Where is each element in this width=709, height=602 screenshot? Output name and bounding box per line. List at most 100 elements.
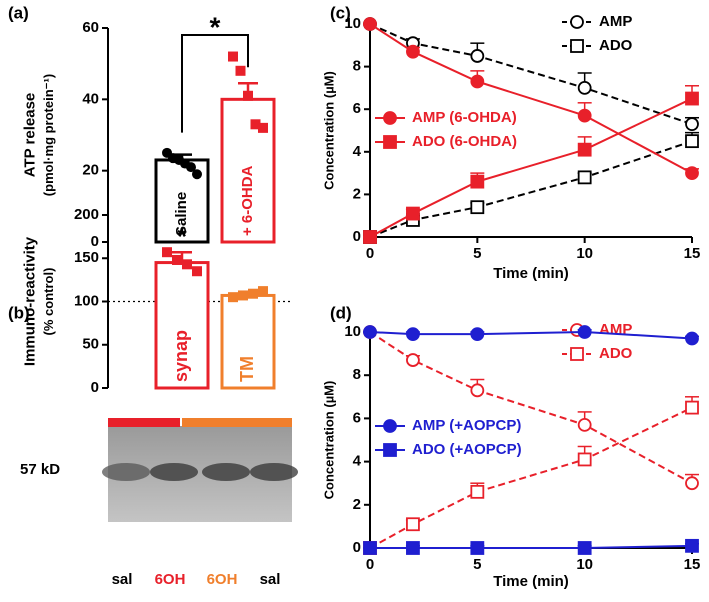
y-tick-label: 0	[91, 379, 99, 396]
y-axis-label: Immuno-reactivity	[21, 236, 38, 366]
data-point	[406, 327, 420, 342]
data-point	[250, 119, 261, 130]
data-point	[363, 230, 377, 244]
data-point	[577, 541, 592, 555]
significance-star: *	[210, 11, 221, 42]
data-point	[406, 353, 420, 367]
data-point	[685, 331, 699, 346]
y-tick-label: 40	[82, 90, 99, 107]
legend-label: ADO	[599, 345, 633, 362]
y-tick-label: 8	[353, 58, 361, 75]
data-point	[470, 383, 485, 398]
y-axis-label: Concentration (µM)	[321, 381, 336, 500]
legend-label: ADO (+AOPCP)	[412, 441, 522, 458]
y-axis-label: ATP release	[21, 93, 38, 178]
data-point	[685, 476, 699, 491]
panel-label: (a)	[8, 3, 29, 22]
y-axis-label: Concentration (µM)	[321, 71, 336, 190]
bar	[220, 293, 276, 390]
data-point	[577, 170, 592, 185]
panel-label: (d)	[330, 303, 352, 322]
legend-marker	[383, 111, 397, 125]
x-tick-label: 10	[576, 556, 593, 573]
lane-label: sal	[112, 571, 133, 588]
y-axis-label: (% control)	[41, 268, 56, 336]
x-tick-label: 5	[473, 245, 481, 262]
x-axis-label: Time (min)	[493, 573, 569, 590]
data-point	[470, 200, 485, 215]
y-tick-label: 2	[353, 496, 361, 513]
y-tick-label: 4	[353, 143, 362, 160]
data-point	[685, 91, 699, 106]
data-point	[685, 134, 699, 149]
data-point	[238, 290, 248, 301]
data-point	[162, 247, 172, 258]
data-point	[577, 452, 592, 467]
legend-marker	[383, 443, 397, 457]
data-point	[577, 81, 592, 95]
data-point	[470, 49, 485, 63]
bar	[154, 261, 210, 390]
data-point	[470, 74, 485, 89]
data-point	[577, 142, 592, 157]
y-tick-label: 20	[82, 162, 99, 179]
bar-label: + 6-OHDA	[239, 165, 256, 236]
y-tick-label: 2	[353, 185, 361, 202]
blot-band	[202, 463, 250, 481]
y-tick-label: 0	[353, 539, 361, 556]
legend-marker	[383, 419, 397, 433]
data-point	[406, 206, 420, 221]
legend-label: AMP	[599, 13, 632, 30]
lane-bar	[108, 418, 180, 427]
data-point	[685, 166, 699, 181]
legend-label: AMP (+AOPCP)	[412, 417, 521, 434]
lane-bar	[182, 418, 292, 427]
y-tick-label: 6	[353, 409, 361, 426]
data-point	[258, 286, 268, 297]
data-point	[228, 51, 238, 62]
y-tick-label: 6	[353, 100, 361, 117]
data-point	[577, 325, 592, 339]
legend-marker	[570, 39, 584, 53]
y-axis-label: (pmol·mg protein⁻¹)	[41, 74, 56, 196]
x-axis-label: Time (min)	[493, 265, 569, 282]
y-tick-label: 150	[74, 249, 99, 266]
data-point	[192, 266, 202, 277]
legend-label: ADO (6-OHDA)	[412, 133, 517, 150]
data-point	[235, 65, 246, 76]
data-point	[406, 44, 420, 59]
lane-label: 6OH	[207, 571, 238, 588]
panel-label: (c)	[330, 3, 351, 22]
data-point	[685, 538, 699, 553]
data-point	[577, 417, 592, 432]
data-point	[248, 288, 258, 299]
y-tick-label: 60	[82, 19, 99, 36]
significance-bracket	[181, 34, 249, 133]
data-point	[228, 292, 238, 303]
data-point	[406, 541, 420, 555]
legend-marker	[383, 135, 397, 149]
data-point	[192, 169, 202, 180]
x-tick-label: 0	[366, 245, 374, 262]
data-point	[186, 162, 196, 173]
y-tick-label: 0	[91, 233, 99, 250]
significance-star: *	[177, 224, 187, 251]
x-tick-label: 15	[684, 245, 701, 262]
data-point	[470, 541, 485, 555]
blot-band	[250, 463, 298, 481]
y-tick-label: 0	[353, 228, 361, 245]
x-tick-label: 10	[576, 245, 593, 262]
data-point	[182, 259, 192, 270]
data-point	[243, 90, 253, 101]
data-point	[363, 17, 377, 31]
series-line	[369, 331, 693, 485]
data-point	[363, 325, 377, 339]
y-tick-label: 4	[353, 453, 362, 470]
x-tick-label: 5	[473, 556, 481, 573]
lane-label: sal	[260, 571, 281, 588]
legend-marker	[570, 347, 584, 361]
y-tick-label: 8	[353, 366, 361, 383]
x-tick-label: 0	[366, 556, 374, 573]
y-tick-label: 10	[344, 323, 361, 340]
